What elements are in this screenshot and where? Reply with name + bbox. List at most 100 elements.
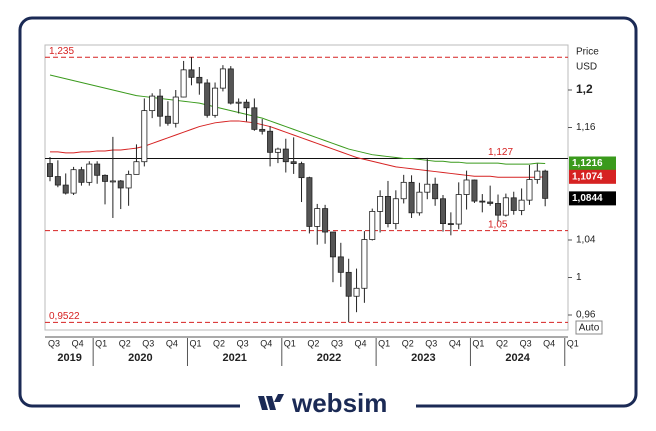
candle-body [204, 82, 211, 116]
candle-body [235, 101, 242, 104]
x-tick-label: Q1 [378, 338, 390, 348]
reference-label: 1,235 [49, 46, 74, 57]
x-tick-label: Q4 [72, 338, 84, 348]
candle-body [353, 287, 360, 297]
candle-body [70, 169, 77, 194]
x-tick-label: Q2 [213, 338, 225, 348]
moving-average [50, 120, 546, 178]
axis-unit: USD [576, 62, 597, 73]
candle-body [196, 76, 203, 84]
candle-body [157, 95, 164, 117]
x-tick-label: Q3 [520, 338, 532, 348]
auto-button[interactable] [575, 320, 603, 335]
x-tick-label: Q2 [496, 338, 508, 348]
moving-average [49, 74, 546, 165]
x-tick-label: Q3 [237, 338, 249, 348]
axis-title: Price [576, 47, 599, 58]
x-tick-label: Q3 [425, 338, 437, 348]
candle-body [314, 208, 321, 227]
x-tick-label: Q4 [355, 338, 367, 348]
x-tick-label: Q2 [307, 338, 319, 348]
candle-body [369, 211, 376, 240]
candle-body [164, 115, 171, 124]
year-label: 2024 [505, 352, 530, 364]
x-tick-label: Q4 [166, 338, 178, 348]
candle-body [400, 181, 407, 200]
candle-body [455, 194, 462, 225]
candle-body [109, 180, 116, 183]
x-tick-label: Q1 [189, 338, 201, 348]
candle-body [117, 180, 124, 189]
candle-body [125, 173, 132, 189]
x-tick-label: Q3 [331, 338, 343, 348]
year-label: 2020 [128, 352, 152, 364]
candle-body [510, 197, 517, 211]
candle-body [102, 174, 109, 182]
candle-body [424, 183, 431, 193]
x-tick-label: Q3 [48, 338, 60, 348]
x-tick-label: Q4 [449, 338, 461, 348]
candle-body [534, 170, 541, 180]
candle-body [384, 196, 391, 224]
candle-body [408, 181, 415, 214]
candle-body [267, 130, 274, 153]
y-tick-label: 1,16 [576, 122, 596, 133]
y-tick-label: 1 [576, 272, 582, 283]
x-tick-label: Q1 [95, 338, 107, 348]
year-label: 2022 [317, 352, 341, 364]
year-label: 2023 [411, 352, 435, 364]
candle-body [298, 163, 305, 179]
price-badge [569, 169, 616, 184]
candle-body [392, 198, 399, 224]
x-tick-label: Q3 [142, 338, 154, 348]
candle-body [219, 68, 226, 89]
candle-body [227, 68, 234, 104]
candle-body [447, 223, 454, 225]
candle-body [377, 196, 384, 212]
year-label: 2019 [57, 352, 81, 364]
candle-body [212, 87, 219, 116]
logo-mark [258, 394, 284, 410]
candle-body [329, 231, 336, 258]
x-tick-label: Q2 [119, 338, 131, 348]
candle-body [259, 128, 266, 132]
candle-body [54, 176, 61, 186]
candle-body [439, 198, 446, 224]
candle-body [502, 197, 509, 216]
candle-body [188, 69, 195, 78]
candle-body [487, 201, 494, 204]
auto-label[interactable]: Auto [579, 323, 600, 334]
price-badge-label: 1,1216 [572, 158, 603, 169]
x-tick-label: Q1 [567, 338, 579, 348]
candle-body [306, 177, 313, 227]
candle-body [345, 271, 352, 297]
year-label: 2021 [222, 352, 246, 364]
candle-body [463, 179, 470, 195]
y-tick-label: 1,04 [576, 235, 596, 246]
candle-body [62, 184, 69, 194]
x-tick-label: Q1 [284, 338, 296, 348]
candle-body [78, 169, 85, 183]
brand: websim [291, 388, 387, 418]
candle-body [495, 203, 502, 216]
candle-body [416, 191, 423, 214]
candle-body [274, 148, 281, 153]
candle-body [180, 69, 187, 98]
price-badge-label: 1,1074 [572, 171, 603, 182]
candle-body [337, 256, 344, 273]
candle-body [479, 200, 486, 203]
candle-body [172, 96, 179, 124]
candle-body [141, 110, 148, 163]
candle-body [322, 208, 329, 233]
reference-label: 1,05 [488, 219, 508, 230]
candle-body [290, 161, 297, 164]
x-tick-label: Q1 [472, 338, 484, 348]
y-tick-label: 1,2 [576, 82, 593, 96]
x-tick-label: Q4 [543, 338, 555, 348]
candle-body [518, 199, 525, 211]
candle-body [149, 95, 156, 112]
candle-body [361, 239, 368, 289]
candle-body [471, 179, 478, 202]
